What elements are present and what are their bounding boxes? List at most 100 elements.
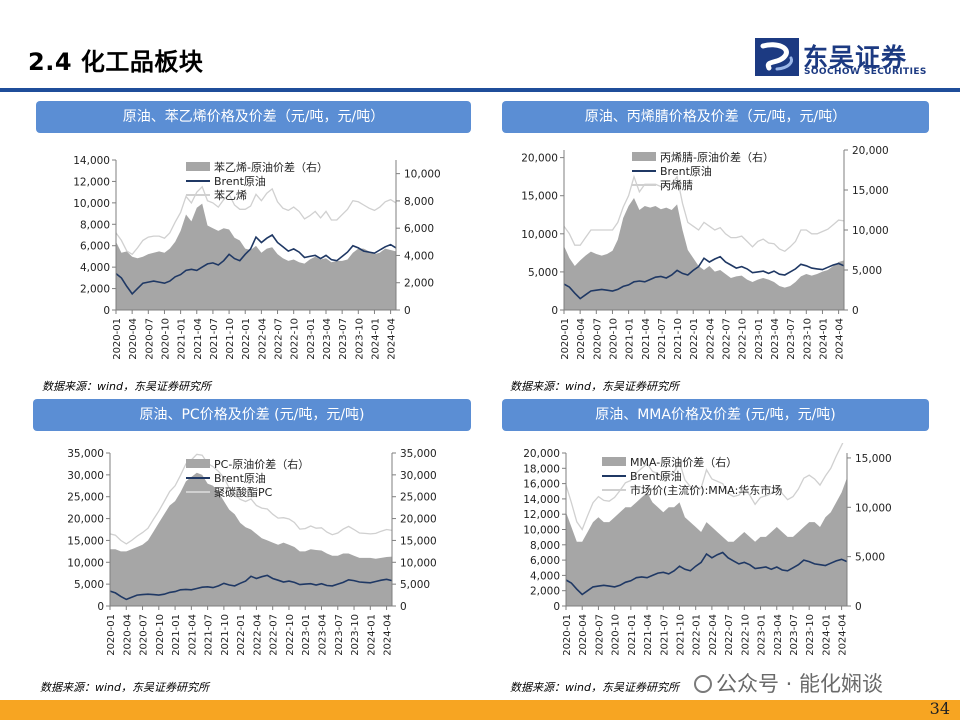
left-tick-label: 16,000 [523,479,560,491]
series-line-2 [109,453,393,545]
x-tick-label: 2022-07 [269,614,280,656]
right-tick-label: 8,000 [404,196,434,208]
right-tick-label: 35,000 [400,448,437,460]
x-tick-label: 2020-07 [139,614,150,656]
x-tick-label: 2023-01 [301,614,312,656]
right-tick-label: 0 [400,601,407,613]
series-line-1 [563,255,845,300]
legend-label: Brent原油 [660,164,712,178]
right-tick-label: 6,000 [404,223,434,235]
x-tick-label: 2022-01 [241,318,252,360]
x-tick-label: 2023-01 [754,318,765,360]
left-tick-label: 12,000 [73,176,110,188]
series-area-0 [116,203,396,310]
left-tick-label: 5,000 [74,579,104,591]
x-tick-label: 2021-01 [627,614,638,656]
right-tick-label: 2,000 [404,278,434,290]
x-tick-label: 2022-01 [236,614,247,656]
left-tick-label: 0 [103,305,110,317]
chart-styrene: 0 2,000 4,000 6,000 8,000 10,000 12,000 14,000 0… [73,155,441,360]
right-tick-label: 0 [404,305,411,317]
right-tick-label: 30,000 [400,470,437,482]
x-tick-label: 2021-01 [171,614,182,656]
x-tick-label: 2021-10 [220,614,231,656]
x-tick-label: 2024-04 [838,614,849,656]
chart-1-title: 原油、苯乙烯价格及价差（元/吨，元/吨） [122,109,385,125]
x-tick-label: 2023-07 [338,318,349,360]
left-tick-label: 15,000 [67,535,104,547]
legend-label: Brent原油 [630,469,682,483]
x-tick-label: 2021-04 [193,318,204,360]
x-tick-label: 2022-07 [724,614,735,656]
left-tick-label: 0 [97,601,104,613]
legend-label: Brent原油 [214,471,266,485]
left-tick-label: 35,000 [67,448,104,460]
x-tick-label: 2023-04 [770,318,781,360]
right-tick-label: 5,000 [400,579,430,591]
legend-label: 丙烯腈 [660,179,693,192]
x-tick-label: 2023-04 [773,614,784,656]
x-tick-label: 2021-07 [659,614,670,656]
right-tick-label: 15,000 [852,185,889,197]
left-tick-label: 25,000 [67,492,104,504]
chart-4-source: 数据来源：wind，东吴证券研究所 [510,681,680,694]
chart-3-source: 数据来源：wind，东吴证券研究所 [40,681,210,694]
brand-name-en: SOOCHOW SECURITIES [804,67,927,77]
right-tick-label: 25,000 [400,492,437,504]
legend-swatch [632,152,656,161]
legend-label: MMA-原油价差（右） [630,455,737,469]
x-tick-label: 2020-10 [611,614,622,656]
x-tick-label: 2021-04 [641,318,652,360]
series-line-1 [115,233,397,296]
x-tick-label: 2020-01 [112,318,123,360]
x-tick-label: 2021-04 [643,614,654,656]
x-tick-label: 2021-01 [625,318,636,360]
legend-label: 苯乙烯 [214,188,247,202]
legend-label: 市场价(主流价):MMA:华东市场 [630,483,782,497]
right-tick-label: 20,000 [852,145,889,157]
left-tick-label: 20,000 [67,514,104,526]
x-tick-label: 2020-10 [608,318,619,360]
legend-label: 苯乙烯-原油价差（右） [214,160,328,174]
chart-acrylonitrile: 0 5,000 10,000 15,000 20,000 0 5,000 10,000 15,0… [521,145,889,360]
legend-label: Brent原油 [214,174,266,188]
x-tick-label: 2022-10 [285,614,296,656]
legend-swatch [186,459,210,468]
x-tick-label: 2023-04 [318,614,329,656]
left-tick-label: 12,000 [523,509,560,521]
left-tick-label: 30,000 [67,470,104,482]
left-tick-label: 8,000 [530,540,560,552]
series-line-2 [565,443,844,531]
chart-2-header: 原油、丙烯腈价格及价差（元/吨，元/吨） [502,101,929,133]
right-tick-label: 15,000 [855,453,892,465]
x-tick-label: 2022-07 [722,318,733,360]
x-tick-label: 2023-07 [334,614,345,656]
x-tick-label: 2021-07 [209,318,220,360]
left-tick-label: 2,000 [530,586,560,598]
series-line-1 [565,551,848,596]
x-tick-label: 2020-10 [155,614,166,656]
x-tick-label: 2020-04 [122,614,133,656]
left-tick-label: 20,000 [523,448,560,460]
x-tick-label: 2021-07 [204,614,215,656]
series-line-1 [109,574,393,601]
series-area-0 [564,198,844,310]
chart-4-header: 原油、MMA价格及价差 (元/吨，元/吨) [502,399,929,431]
x-tick-label: 2023-10 [350,614,361,656]
x-tick-label: 2020-07 [144,318,155,360]
chart-1-source: 数据来源：wind，东吴证券研究所 [42,380,212,393]
x-tick-label: 2023-10 [802,318,813,360]
left-tick-label: 10,000 [73,198,110,210]
x-tick-label: 2023-01 [757,614,768,656]
x-tick-label: 2021-07 [657,318,668,360]
series-line-2 [563,174,845,253]
x-tick-label: 2020-01 [562,614,573,656]
page-number: 34 [929,699,950,718]
x-tick-label: 2022-04 [708,614,719,656]
x-tick-label: 2021-04 [187,614,198,656]
left-tick-label: 4,000 [530,570,560,582]
right-tick-label: 10,000 [852,225,889,237]
brand-logo-icon [755,38,799,76]
